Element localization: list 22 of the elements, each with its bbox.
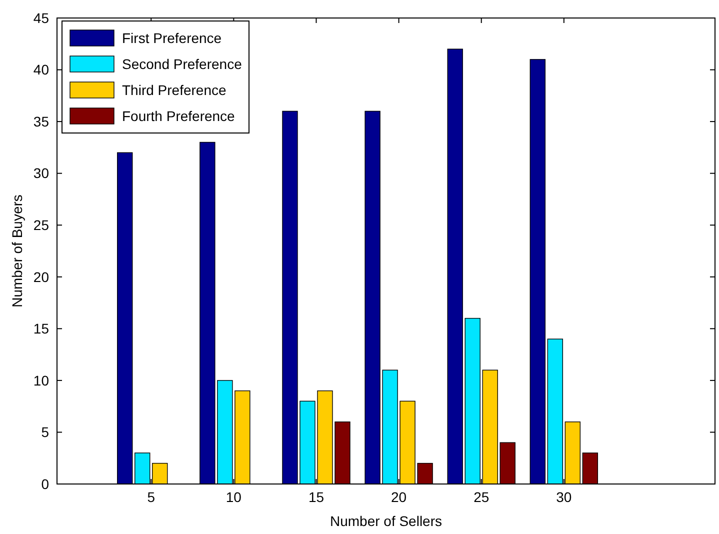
- y-tick-label: 5: [41, 424, 50, 440]
- y-tick-label: 40: [33, 62, 50, 78]
- x-axis-title: Number of Sellers: [330, 513, 442, 529]
- y-tick-label: 45: [33, 10, 50, 26]
- x-tick-label: 20: [391, 489, 407, 505]
- legend-label: First Preference: [122, 30, 222, 46]
- x-tick-label: 5: [147, 489, 156, 505]
- x-tick-label: 10: [226, 489, 242, 505]
- y-tick-label: 25: [33, 217, 50, 234]
- y-axis-title: Number of Buyers: [9, 194, 25, 308]
- y-tick-label: 20: [33, 268, 50, 285]
- legend-label: Second Preference: [122, 56, 242, 72]
- x-tick-label: 15: [308, 489, 324, 505]
- x-tick-label: 25: [474, 489, 490, 505]
- x-tick-label: 30: [556, 489, 572, 505]
- legend-label: Fourth Preference: [122, 108, 236, 124]
- y-tick-label: 10: [33, 372, 50, 388]
- y-tick-label: 35: [33, 113, 50, 130]
- y-tick-label: 30: [33, 165, 50, 182]
- legend-label: Third Preference: [122, 82, 226, 98]
- y-tick-label: 0: [41, 476, 50, 492]
- y-tick-label: 15: [33, 320, 50, 337]
